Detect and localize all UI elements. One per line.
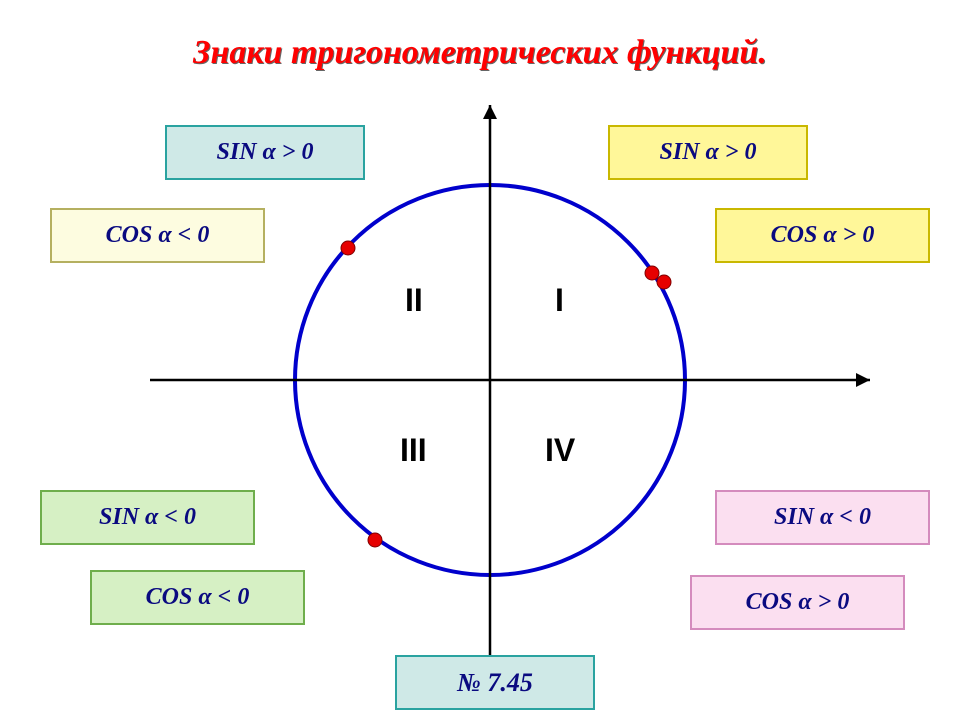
x-axis-arrow xyxy=(856,373,870,387)
quadrant-label: IV xyxy=(545,432,575,469)
box-q3-cos: COS α < 0 xyxy=(90,570,305,625)
box-q2-sin: SIN α > 0 xyxy=(165,125,365,180)
quadrant-label: III xyxy=(400,432,427,469)
point-icon xyxy=(657,275,671,289)
diagram-stage: { "title": { "text": "Знаки тригонометри… xyxy=(0,0,960,720)
box-q3-sin: SIN α < 0 xyxy=(40,490,255,545)
box-q4-sin: SIN α < 0 xyxy=(715,490,930,545)
quadrant-label: II xyxy=(405,282,423,319)
point-icon xyxy=(341,241,355,255)
dots-group xyxy=(341,241,671,547)
y-axis-arrow xyxy=(483,105,497,119)
box-q2-cos: COS α < 0 xyxy=(50,208,265,263)
point-icon xyxy=(368,533,382,547)
box-ref: № 7.45 xyxy=(395,655,595,710)
box-q1-sin: SIN α > 0 xyxy=(608,125,808,180)
box-q4-cos: COS α > 0 xyxy=(690,575,905,630)
quadrant-label: I xyxy=(555,282,564,319)
box-q1-cos: COS α > 0 xyxy=(715,208,930,263)
point-icon xyxy=(645,266,659,280)
